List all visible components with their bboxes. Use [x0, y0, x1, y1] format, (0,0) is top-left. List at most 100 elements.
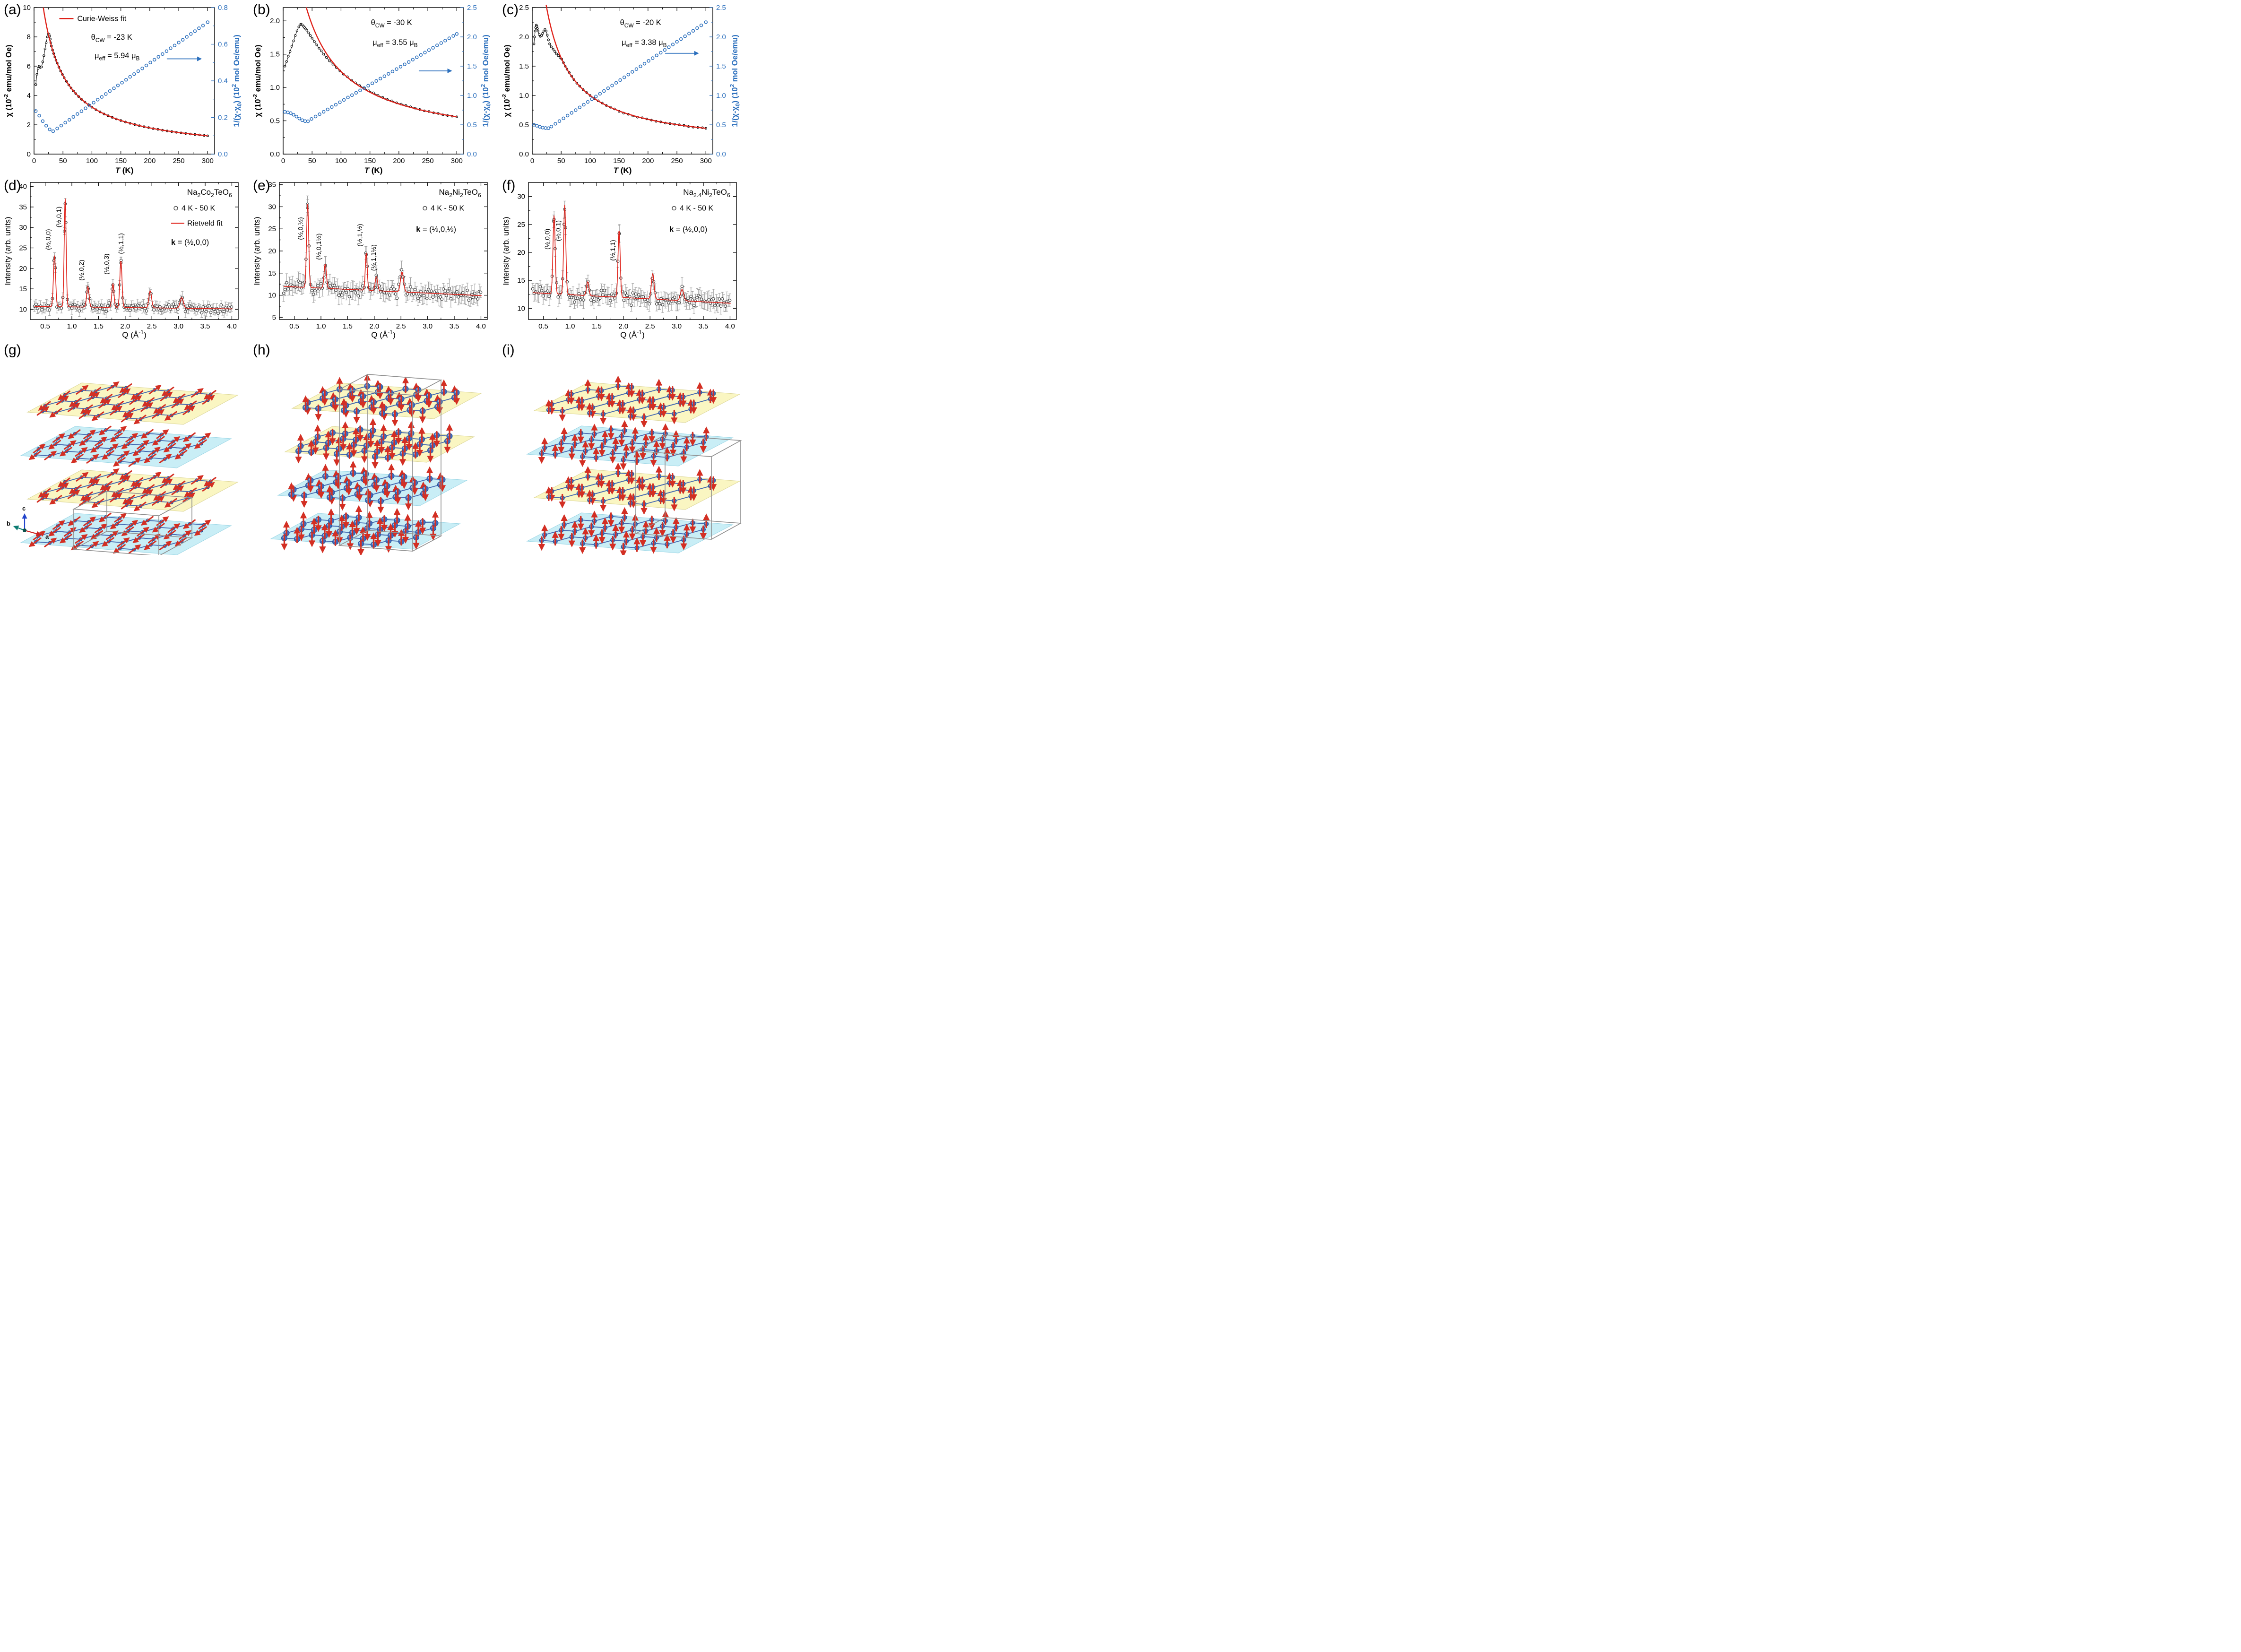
x-tick-label: 1.5 — [592, 322, 602, 330]
right-tick-label: 0.0 — [716, 150, 726, 158]
y-tick-label: 30 — [517, 193, 525, 201]
k-vector-label: k = (½,0,0) — [669, 225, 707, 234]
legend-fit-label: Curie-Weiss fit — [77, 15, 126, 23]
k-vector-label: k = (½,0,½) — [416, 225, 456, 234]
x-axis-title: Q (Å-1) — [122, 329, 146, 339]
y-tick-label: 35 — [19, 203, 27, 211]
panel-c: (c) 0 50 100 150 200 250 300 0.0 0.5 1.0 1.5 2.0 2.5… — [501, 2, 750, 178]
y-tick-label: 10 — [23, 4, 31, 12]
panel-label-i: (i) — [502, 342, 515, 358]
panel-label-e: (e) — [253, 178, 270, 193]
y-tick-label: 40 — [19, 183, 27, 191]
sample-title: Na2Co2TeO6 — [187, 188, 232, 199]
honeycomb-layer-3 — [20, 512, 232, 555]
right-tick-label: 1.5 — [716, 62, 726, 70]
magnetic-structure-h — [270, 373, 482, 555]
x-tick-label: 100 — [335, 157, 347, 165]
curie-weiss-fit-line — [305, 7, 457, 118]
peak-hkl-label: (½,1,1) — [609, 240, 616, 260]
honeycomb-layer-1 — [526, 420, 734, 470]
x-tick-label: 3.5 — [699, 322, 709, 330]
y-axis-title: Intensity (arb. units) — [502, 217, 510, 285]
theta-cw-annotation: θCW = -23 K — [91, 33, 132, 43]
y-tick-label: 20 — [268, 247, 276, 255]
y-tick-label: 25 — [268, 225, 276, 233]
rietveld-fit-line — [533, 205, 731, 304]
x-tick-label: 200 — [393, 157, 405, 165]
right-tick-label: 0.2 — [218, 114, 228, 122]
k-vector-label: k = (½,0,0) — [171, 238, 209, 247]
panel-g: (g) a b c — [3, 342, 252, 555]
right-tick-label: 1.0 — [716, 92, 726, 100]
unit-cell-box — [634, 434, 742, 540]
x-tick-label: 0.5 — [289, 322, 299, 330]
plot-frame — [532, 7, 713, 155]
lattice-plane — [526, 512, 734, 554]
x-tick-label: 3.0 — [672, 322, 682, 330]
x-tick-label: 100 — [584, 157, 596, 165]
honeycomb-layer-2 — [277, 460, 468, 514]
y-tick-label: 0.5 — [270, 117, 280, 125]
y-tick-label: 1.0 — [519, 92, 529, 100]
legend-point-marker — [173, 206, 178, 211]
y-tick-label: 15 — [19, 285, 27, 293]
panel-h: (h) — [252, 342, 501, 555]
legend-points-label: 4 K - 50 K — [182, 204, 215, 212]
panel-label-f: (f) — [502, 178, 516, 193]
honeycomb-layer-0 — [291, 373, 482, 427]
plot-frame — [283, 7, 464, 155]
right-tick-label: 1.0 — [467, 92, 477, 100]
y-tick-label: 2.0 — [519, 33, 529, 41]
y-tick-label: 30 — [268, 203, 276, 211]
magnetic-structure-i — [526, 375, 742, 555]
y-tick-label: 4 — [27, 92, 31, 100]
y-tick-label: 10 — [268, 292, 276, 300]
honeycomb-layer-0 — [533, 375, 741, 428]
x-tick-label: 1.5 — [343, 322, 353, 330]
right-tick-label: 0.5 — [467, 121, 477, 129]
x-tick-label: 2.0 — [618, 322, 628, 330]
rietveld-fit-line — [35, 199, 233, 310]
right-tick-label: 0.5 — [716, 121, 726, 129]
y-tick-label: 25 — [517, 221, 525, 229]
y-tick-label: 1.5 — [270, 51, 280, 59]
right-axis-title: 1/(χ-χ0) (102 mol Oe/emu) — [729, 35, 741, 127]
y-tick-label: 15 — [517, 277, 525, 285]
x-tick-label: 200 — [642, 157, 654, 165]
right-tick-label: 2.5 — [467, 4, 477, 12]
x-tick-label: 300 — [202, 157, 214, 165]
right-tick-label: 0.6 — [218, 41, 228, 49]
x-tick-label: 4.0 — [227, 322, 237, 330]
peak-hkl-label: (½,1,1) — [117, 233, 124, 254]
magnetic-structure-g: a b c — [7, 381, 239, 555]
y-tick-label: 15 — [268, 269, 276, 277]
x-tick-label: 3.0 — [423, 322, 433, 330]
honeycomb-layer-2 — [533, 462, 741, 515]
x-tick-label: 0 — [530, 157, 534, 165]
legend-points-label: 4 K - 50 K — [431, 204, 464, 212]
x-axis-title: T (K) — [614, 166, 632, 175]
x-tick-label: 2.5 — [396, 322, 406, 330]
x-axis-title: T (K) — [115, 166, 134, 175]
y-axis-title: Intensity (arb. units) — [253, 217, 261, 285]
plot-frame — [279, 182, 488, 320]
x-tick-label: 0 — [281, 157, 285, 165]
right-tick-label: 2.0 — [467, 33, 477, 41]
unit-cell-box — [72, 491, 193, 555]
x-tick-label: 2.5 — [645, 322, 655, 330]
diffraction-chart-d: 0.5 1.0 1.5 2.0 2.5 3.0 3.5 4.0 10 15 20 25 30 35 40 Q … — [4, 182, 239, 339]
mu-eff-annotation: μeff = 5.94 μB — [95, 52, 140, 62]
x-axis-title: Q (Å-1) — [620, 329, 644, 339]
x-tick-label: 3.0 — [173, 322, 183, 330]
x-tick-label: 0 — [32, 157, 36, 165]
right-tick-label: 0.4 — [218, 77, 228, 85]
plot-frame — [528, 182, 737, 320]
right-tick-label: 0.0 — [467, 150, 477, 158]
mu-eff-annotation: μeff = 3.55 μB — [372, 38, 418, 49]
panel-label-h: (h) — [253, 342, 270, 358]
y-tick-label: 35 — [268, 181, 276, 189]
peak-hkl-label: (½,0,1) — [554, 220, 562, 241]
honeycomb-layer-1 — [284, 418, 475, 469]
inverse-chi-series — [283, 32, 459, 123]
x-tick-label: 250 — [173, 157, 185, 165]
